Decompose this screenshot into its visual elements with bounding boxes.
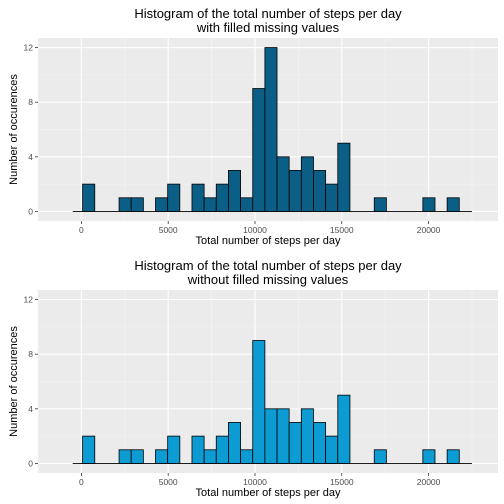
x-tick-label: 20000 xyxy=(417,477,441,487)
x-tick-label: 0 xyxy=(79,477,84,487)
histogram-bar xyxy=(288,170,302,212)
x-axis-title: Total number of steps per day xyxy=(196,487,341,499)
chart-title-line2: without filled missing values xyxy=(187,272,349,287)
histogram-bar xyxy=(264,47,278,212)
histogram-bar xyxy=(313,422,327,464)
histogram-bar xyxy=(215,183,229,212)
histogram-bar xyxy=(446,197,460,212)
y-tick-label: 8 xyxy=(28,97,33,107)
histogram-bar xyxy=(82,183,96,212)
histogram-bar xyxy=(373,197,387,212)
y-tick-label: 8 xyxy=(28,349,33,359)
histogram-bar xyxy=(252,340,266,464)
x-tick-label: 15000 xyxy=(330,477,354,487)
histogram-bar xyxy=(276,408,290,464)
y-axis-ticks: 0 4 8 12 xyxy=(24,43,38,216)
histogram-bar xyxy=(276,156,290,212)
histogram-bar xyxy=(264,408,278,464)
histogram-bar xyxy=(422,449,436,464)
histogram-bar xyxy=(155,449,169,464)
histogram-bar xyxy=(228,422,241,464)
y-axis-title: Number of occurences xyxy=(8,326,20,437)
y-tick-label: 0 xyxy=(28,458,33,468)
histogram-bar xyxy=(446,449,460,464)
histogram-bar xyxy=(240,449,254,464)
x-tick-label: 15000 xyxy=(330,225,354,235)
histogram-bar xyxy=(288,422,302,464)
x-tick-label: 0 xyxy=(79,225,84,235)
histogram-bar xyxy=(82,435,96,464)
x-tick-label: 10000 xyxy=(243,225,267,235)
histogram-bar xyxy=(118,197,132,212)
histogram-bar xyxy=(240,197,254,212)
histogram-bar xyxy=(337,394,351,464)
histogram-bar xyxy=(167,435,181,464)
x-tick-label: 5000 xyxy=(159,225,178,235)
y-tick-label: 4 xyxy=(28,152,33,162)
histogram-bar xyxy=(228,170,241,212)
histogram-bar xyxy=(118,449,132,464)
chart-unfilled: Histogram of the total number of steps p… xyxy=(8,258,498,499)
y-tick-label: 12 xyxy=(24,295,34,305)
histogram-bar xyxy=(373,449,387,464)
histogram-bar xyxy=(215,435,229,464)
histogram-bar xyxy=(191,183,205,212)
y-axis-title: Number of occurences xyxy=(8,74,20,185)
chart-title-line2: with filled missing values xyxy=(196,20,340,35)
histogram-bar xyxy=(300,156,314,212)
y-tick-label: 12 xyxy=(24,43,34,53)
x-tick-label: 10000 xyxy=(243,477,267,487)
x-axis-ticks: 0 5000 10000 15000 20000 xyxy=(79,221,441,235)
histogram-bar xyxy=(422,197,436,212)
histogram-bar xyxy=(325,183,339,212)
chart-filled: Histogram of the total number of steps p… xyxy=(8,6,498,247)
y-tick-label: 0 xyxy=(28,206,33,216)
histogram-bar xyxy=(203,449,217,464)
histogram-bar xyxy=(130,197,144,212)
histogram-bar xyxy=(252,88,266,212)
y-axis-ticks: 0 4 8 12 xyxy=(24,295,38,468)
y-tick-label: 4 xyxy=(28,404,33,414)
histogram-bar xyxy=(155,197,169,212)
histogram-bar xyxy=(300,408,314,464)
x-axis-ticks: 0 5000 10000 15000 20000 xyxy=(79,473,441,487)
histogram-bar xyxy=(167,183,181,212)
histogram-bar xyxy=(325,435,339,464)
histogram-bars xyxy=(82,340,460,464)
x-axis-title: Total number of steps per day xyxy=(196,235,341,247)
chart-title-line1: Histogram of the total number of steps p… xyxy=(134,6,402,21)
histogram-bar xyxy=(191,435,205,464)
histogram-bar xyxy=(337,142,351,212)
histogram-bar xyxy=(203,197,217,212)
x-tick-label: 20000 xyxy=(417,225,441,235)
histogram-bars xyxy=(82,47,460,212)
chart-title-line1: Histogram of the total number of steps p… xyxy=(134,258,402,273)
histogram-bar xyxy=(313,170,327,212)
x-tick-label: 5000 xyxy=(159,477,178,487)
histogram-bar xyxy=(130,449,144,464)
